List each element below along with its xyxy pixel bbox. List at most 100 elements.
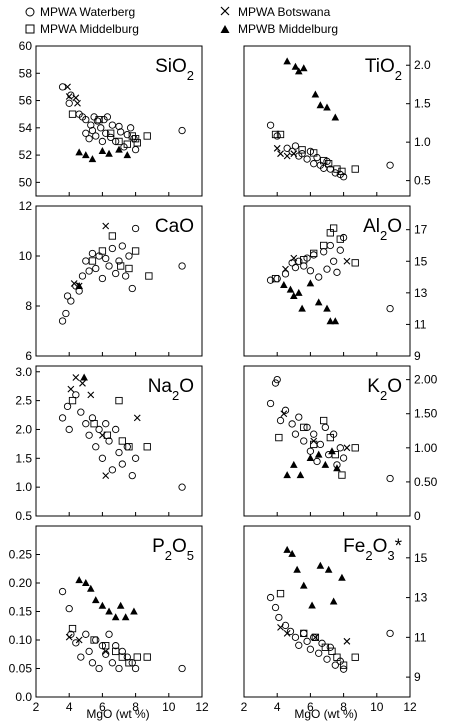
data-point-middelburg-b <box>298 304 306 312</box>
panel-5: 0 0.50 1.00 1.50 2.00 K2O <box>243 365 438 523</box>
legend-label-waterberg: MPWA Waterberg <box>40 5 135 19</box>
data-point-middelburg-a <box>131 135 140 143</box>
data-point-middelburg-b <box>98 147 107 154</box>
label-subscript: 2 <box>187 68 194 83</box>
panel-2: 6 8 10 12 CaO <box>19 199 203 363</box>
data-point-waterberg <box>90 113 98 121</box>
data-point-middelburg-a <box>310 440 318 449</box>
data-point-waterberg <box>108 659 117 667</box>
data-point-middelburg-a <box>336 235 344 243</box>
data-point-waterberg <box>323 655 331 663</box>
y-tick-label: 13 <box>414 286 428 300</box>
data-point-middelburg-b <box>105 149 113 157</box>
data-point-middelburg-a <box>351 444 359 452</box>
data-point-waterberg <box>336 444 344 452</box>
data-point-waterberg <box>95 664 103 673</box>
panel-frame <box>243 525 411 698</box>
data-point-waterberg <box>58 587 67 596</box>
data-point-waterberg <box>85 647 93 656</box>
data-point-middelburg-b <box>116 601 125 609</box>
label-text: Fe <box>343 536 365 557</box>
data-point-waterberg <box>271 379 280 387</box>
data-point-waterberg <box>310 251 318 259</box>
data-point-botswana <box>277 150 284 158</box>
y-tick-label: 0 <box>414 509 421 523</box>
data-point-waterberg <box>331 661 339 669</box>
data-point-botswana <box>283 152 291 160</box>
data-point-middelburg-b <box>105 607 113 615</box>
data-point-botswana <box>79 379 86 387</box>
data-point-middelburg-a <box>115 137 123 146</box>
legend-label-middelburg-a: MPWA Middelburg <box>40 22 139 36</box>
data-point-waterberg <box>310 430 318 438</box>
data-point-waterberg <box>63 292 72 300</box>
data-point-middelburg-b <box>86 584 95 592</box>
data-point-middelburg-a <box>338 471 346 479</box>
data-point-waterberg <box>92 443 100 451</box>
data-point-waterberg <box>336 246 344 254</box>
data-point-middelburg-b <box>283 57 291 65</box>
data-point-middelburg-a <box>143 132 151 140</box>
y-tick-label: 2.00 <box>414 373 438 387</box>
data-point-waterberg <box>72 639 80 647</box>
data-point-botswana <box>87 391 95 399</box>
data-point-waterberg <box>326 241 334 250</box>
x-tick-label: 6 <box>99 700 106 714</box>
data-point-waterberg <box>273 274 281 283</box>
data-point-middelburg-b <box>82 151 90 159</box>
data-point-waterberg <box>315 649 323 657</box>
panel-frame <box>35 365 203 517</box>
data-point-middelburg-b <box>290 292 298 299</box>
y-tick-label: 2.0 <box>15 422 32 436</box>
data-point-waterberg <box>102 129 110 137</box>
x-tick-label: 4 <box>274 700 281 714</box>
data-point-middelburg-a <box>276 130 285 139</box>
data-point-middelburg-b <box>324 565 333 573</box>
data-point-middelburg-b <box>91 596 100 604</box>
data-point-waterberg <box>115 448 123 457</box>
y-tick-label: 2.5 <box>15 394 32 408</box>
data-point-middelburg-a <box>311 633 320 641</box>
data-point-waterberg <box>103 113 112 121</box>
data-point-middelburg-a <box>275 433 283 442</box>
data-point-waterberg <box>126 124 135 132</box>
data-point-middelburg-b <box>306 279 315 287</box>
data-point-botswana <box>72 374 80 381</box>
data-point-waterberg <box>303 155 311 163</box>
data-point-middelburg-a <box>125 443 133 451</box>
y-tick-label: 56 <box>19 94 33 108</box>
data-point-middelburg-a <box>95 115 103 124</box>
data-point-middelburg-a <box>338 167 346 176</box>
data-point-botswana <box>64 83 71 91</box>
panel-frame <box>243 365 411 517</box>
data-point-botswana <box>311 633 319 641</box>
panel-0: 50 52 54 56 58 60 SiO2 <box>19 39 203 197</box>
label-text: O <box>172 536 187 557</box>
data-point-waterberg <box>65 99 73 107</box>
data-point-waterberg <box>300 629 308 638</box>
panel-label: CaO <box>155 216 194 237</box>
data-point-middelburg-a <box>118 653 126 661</box>
data-point-waterberg <box>115 664 123 673</box>
data-point-middelburg-a <box>112 647 120 656</box>
legend-marker-circle <box>25 7 35 17</box>
y-tick-label: 0.20 <box>9 576 33 590</box>
data-point-botswana <box>283 629 291 637</box>
data-point-middelburg-a <box>328 647 336 655</box>
data-point-waterberg <box>339 665 348 673</box>
data-point-waterberg <box>87 121 95 129</box>
data-point-middelburg-a <box>320 241 328 250</box>
data-point-waterberg <box>131 224 140 233</box>
data-point-middelburg-a <box>300 256 308 264</box>
data-point-middelburg-b <box>323 304 331 312</box>
data-point-waterberg <box>339 173 348 181</box>
data-point-waterberg <box>118 242 126 250</box>
data-point-waterberg <box>108 121 117 129</box>
data-point-waterberg <box>88 126 97 135</box>
panel-label: Fe2O3* <box>343 536 402 563</box>
data-point-botswana <box>102 648 110 655</box>
label-subscript: 5 <box>187 548 194 563</box>
panel-1: 0.5 1.0 1.5 2.0 TiO2 <box>243 45 431 197</box>
y-tick-label: 0.10 <box>9 633 33 647</box>
